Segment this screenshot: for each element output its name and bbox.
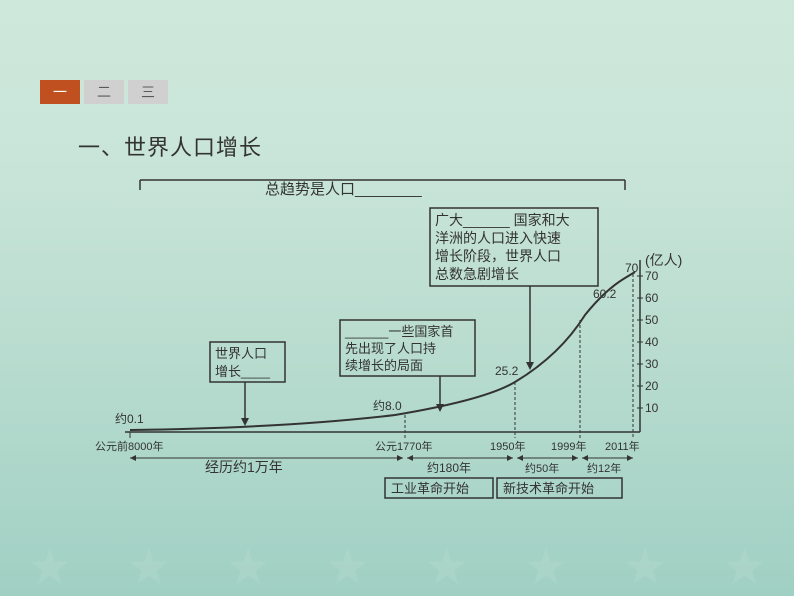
tab-bar: 一 二 三 [40,80,168,104]
top-label: 总趋势是人口________ [265,181,422,198]
mid-box-l1: ______一些国家首 [344,324,453,339]
svg-text:60: 60 [645,291,659,305]
left-box-l1: 世界人口 [215,346,267,361]
right-box-l1: 广大______ 国家和大 [435,212,570,228]
span-12: 约12年 [587,461,621,475]
svg-text:20: 20 [645,379,659,393]
val-8: 约8.0 [373,398,402,413]
val-252: 25.2 [495,364,519,378]
span-10k: 经历约1万年 [205,459,283,475]
svg-text:30: 30 [645,357,659,371]
newtech-box: 新技术革命开始 [503,481,594,496]
right-box-l3: 增长阶段，世界人口 [435,248,561,264]
x-1999: 1999年 [551,439,586,453]
tab-three[interactable]: 三 [128,80,168,104]
population-growth-diagram: 总趋势是人口________ 广大______ 国家和大 洋洲的人口进入快速 增… [85,170,685,500]
mid-box-l3: 续增长的局面 [345,358,423,373]
left-box-l2: 增长____ [215,364,271,379]
svg-text:40: 40 [645,335,659,349]
industrial-box: 工业革命开始 [391,481,469,496]
val-70: 70 [625,261,639,275]
tab-one[interactable]: 一 [40,80,80,104]
axis-unit: (亿人) [645,252,682,268]
mid-box-l2: 先出现了人口持 [345,341,436,356]
tab-two[interactable]: 二 [84,80,124,104]
span-180: 约180年 [427,460,471,475]
svg-text:70: 70 [645,269,659,283]
right-box-l4: 总数急剧增长 [435,266,519,282]
right-box-l2: 洋洲的人口进入快速 [435,230,561,246]
watermark-stars: ★★★★★★★★ [0,516,794,596]
svg-text:10: 10 [645,401,659,415]
x-1770: 公元1770年 [375,439,432,453]
val-01: 约0.1 [115,411,144,426]
svg-text:50: 50 [645,313,659,327]
section-heading: 一、世界人口增长 [78,130,262,162]
x-bc8000: 公元前8000年 [95,439,163,453]
x-2011: 2011年 [605,439,640,453]
x-1950: 1950年 [490,439,525,453]
val-602: 60.2 [593,287,617,301]
span-50: 约50年 [525,461,559,475]
